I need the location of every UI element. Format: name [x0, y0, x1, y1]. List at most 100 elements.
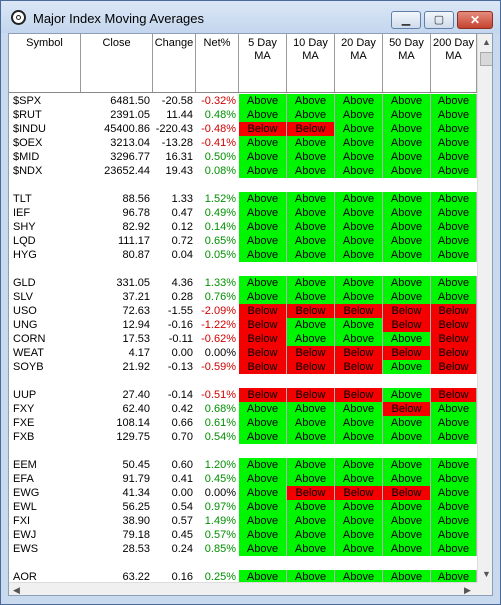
column-header-ma20[interactable]: 20 Day MA — [335, 34, 383, 92]
ma-status-cell: Above — [287, 234, 335, 248]
table-row[interactable]: $INDU 45400.86 -220.43 -0.48% Below Below Abov… — [9, 122, 477, 136]
table-row[interactable]: $MID 3296.77 16.31 0.50% Above Above Above Abov… — [9, 150, 477, 164]
table-row[interactable]: FXY 62.40 0.42 0.68% Above Above Above Below Abo… — [9, 402, 477, 416]
table-row[interactable]: TLT 88.56 1.33 1.52% Above Above Above Above Abo… — [9, 192, 477, 206]
table-row[interactable]: EWL 56.25 0.54 0.97% Above Above Above Above Abo… — [9, 500, 477, 514]
close-button[interactable]: ✕ — [457, 11, 493, 29]
net-pct-cell: 0.48% — [204, 109, 236, 121]
change-cell: -20.58 — [161, 95, 193, 107]
ma-status-cell: Above — [383, 150, 431, 164]
symbol-cell: FXB — [13, 431, 35, 443]
change-cell: 0.72 — [171, 235, 193, 247]
ma-status-cell: Above — [383, 542, 431, 556]
table-row[interactable]: IEF 96.78 0.47 0.49% Above Above Above Above Abo… — [9, 206, 477, 220]
ma-status-cell: Above — [431, 122, 477, 136]
symbol-cell: $SPX — [13, 95, 42, 107]
net-pct-cell: 0.05% — [204, 249, 236, 261]
table-row[interactable]: LQD 111.17 0.72 0.65% Above Above Above Above Ab… — [9, 234, 477, 248]
table-row[interactable]: AOR 63.22 0.16 0.25% Above Above Above Above Abo… — [9, 570, 477, 584]
change-cell: 19.43 — [165, 165, 193, 177]
column-header-ma50[interactable]: 50 Day MA — [383, 34, 431, 92]
ma-status-cell: Above — [335, 136, 383, 150]
table-row[interactable]: EFA 91.79 0.41 0.45% Above Above Above Above Abo… — [9, 472, 477, 486]
ma-status-cell: Below — [335, 486, 383, 500]
table-row[interactable]: UUP 27.40 -0.14 -0.51% Below Below Below Above B… — [9, 388, 477, 402]
close-cell: 12.94 — [122, 319, 150, 331]
column-header-symbol[interactable]: Symbol — [9, 34, 81, 92]
horizontal-scrollbar[interactable]: ◀ ▶ — [9, 582, 477, 595]
symbol-cell: TLT — [13, 193, 32, 205]
table-row[interactable]: SOYB 21.92 -0.13 -0.59% Below Below Below Above… — [9, 360, 477, 374]
ma-status-cell: Above — [383, 136, 431, 150]
table-row[interactable]: SHY 82.92 0.12 0.14% Above Above Above Above Abo… — [9, 220, 477, 234]
table-row[interactable]: USO 72.63 -1.55 -2.09% Below Below Below Below B… — [9, 304, 477, 318]
scroll-thumb[interactable] — [480, 52, 492, 66]
close-cell: 80.87 — [122, 249, 150, 261]
table-row[interactable]: $NDX 23652.44 19.43 0.08% Above Above Above Abo… — [9, 164, 477, 178]
maximize-button[interactable]: ▢ — [424, 11, 454, 29]
table-row[interactable]: HYG 80.87 0.04 0.05% Above Above Above Above Abo… — [9, 248, 477, 262]
vertical-scrollbar[interactable]: ▲ ▼ — [477, 34, 492, 582]
table-row[interactable]: GLD 331.05 4.36 1.33% Above Above Above Above Ab… — [9, 276, 477, 290]
table-row[interactable]: SLV 37.21 0.28 0.76% Above Above Above Above Abo… — [9, 290, 477, 304]
table-row[interactable]: FXB 129.75 0.70 0.54% Above Above Above Above Ab… — [9, 430, 477, 444]
change-cell: 0.24 — [171, 543, 193, 555]
ma-status-cell: Below — [335, 360, 383, 374]
symbol-cell: SLV — [13, 291, 33, 303]
table-row[interactable]: $OEX 3213.04 -13.28 -0.41% Above Above Above Ab… — [9, 136, 477, 150]
net-pct-cell: -2.09% — [201, 305, 236, 317]
table-row[interactable]: FXE 108.14 0.66 0.61% Above Above Above Above Ab… — [9, 416, 477, 430]
ma-status-cell: Above — [287, 514, 335, 528]
table-row[interactable]: FXI 38.90 0.57 1.49% Above Above Above Above Abo… — [9, 514, 477, 528]
minimize-button[interactable]: ▁ — [391, 11, 421, 29]
symbol-cell: WEAT — [13, 347, 44, 359]
table-row[interactable]: UNG 12.94 -0.16 -1.22% Below Above Above Below B… — [9, 318, 477, 332]
ma-status-cell: Above — [287, 542, 335, 556]
ma-status-cell: Above — [431, 500, 477, 514]
column-header-ma10[interactable]: 10 Day MA — [287, 34, 335, 92]
symbol-cell: FXI — [13, 515, 31, 527]
ma-status-cell: Above — [239, 206, 287, 220]
table-row[interactable]: WEAT 4.17 0.00 0.00% Below Below Below Below Bel… — [9, 346, 477, 360]
net-pct-cell: 0.49% — [204, 207, 236, 219]
column-header-change[interactable]: Change — [153, 34, 196, 92]
column-header-ma200[interactable]: 200 Day MA — [431, 34, 477, 92]
ma-status-cell: Above — [287, 164, 335, 178]
ma-status-cell: Above — [287, 220, 335, 234]
ma-status-cell: Above — [335, 500, 383, 514]
table-row[interactable]: EEM 50.45 0.60 1.20% Above Above Above Above Abo… — [9, 458, 477, 472]
table-row[interactable]: CORN 17.53 -0.11 -0.62% Below Above Above Above… — [9, 332, 477, 346]
change-cell: 11.44 — [166, 109, 193, 121]
scroll-up-icon[interactable]: ▲ — [482, 37, 491, 47]
close-cell: 50.45 — [122, 459, 150, 471]
column-header-close[interactable]: Close — [81, 34, 153, 92]
net-pct-cell: 0.76% — [204, 291, 236, 303]
scroll-down-icon[interactable]: ▼ — [482, 569, 491, 579]
table-row[interactable]: EWJ 79.18 0.45 0.57% Above Above Above Above Abo… — [9, 528, 477, 542]
ma-status-cell: Above — [239, 500, 287, 514]
scroll-left-icon[interactable]: ◀ — [13, 585, 20, 595]
change-cell: 0.28 — [171, 291, 193, 303]
table-row[interactable]: $RUT 2391.05 11.44 0.48% Above Above Above Abov… — [9, 108, 477, 122]
scroll-right-icon[interactable]: ▶ — [464, 585, 471, 595]
column-header-netpct[interactable]: Net% — [196, 34, 239, 92]
table-row[interactable]: EWS 28.53 0.24 0.85% Above Above Above Above Abo… — [9, 542, 477, 556]
column-header-ma5[interactable]: 5 Day MA — [239, 34, 287, 92]
change-cell: 0.70 — [171, 431, 193, 443]
title-bar[interactable]: Major Index Moving Averages ▁ ▢ ✕ — [1, 1, 500, 33]
close-cell: 108.14 — [116, 417, 150, 429]
ma-status-cell: Above — [383, 360, 431, 374]
net-pct-cell: 0.61% — [204, 417, 236, 429]
close-cell: 88.56 — [122, 193, 150, 205]
ma-status-cell: Below — [239, 304, 287, 318]
net-pct-cell: 0.54% — [204, 431, 236, 443]
net-pct-cell: 0.65% — [204, 235, 236, 247]
symbol-cell: SHY — [13, 221, 36, 233]
close-cell: 3213.04 — [110, 137, 150, 149]
table-row[interactable]: $SPX 6481.50 -20.58 -0.32% Above Above Above Ab… — [9, 94, 477, 108]
ma-status-cell: Above — [383, 108, 431, 122]
ma-status-cell: Below — [239, 346, 287, 360]
ma-status-cell: Above — [287, 108, 335, 122]
table-row[interactable]: EWG 41.34 0.00 0.00% Above Below Below Below Abo… — [9, 486, 477, 500]
